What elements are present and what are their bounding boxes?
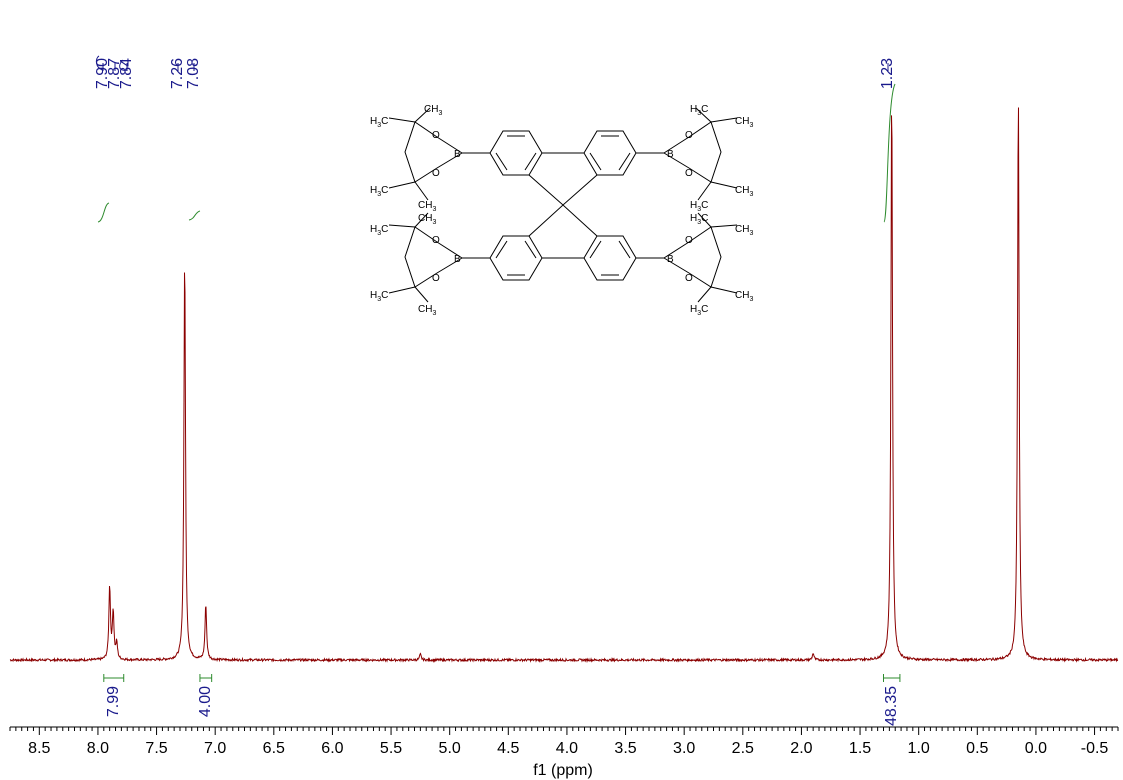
atom-label: B (667, 149, 674, 160)
bond-lines (528, 152, 598, 206)
x-tick-label: 8.5 (28, 740, 50, 757)
integral-marks: 7.99 4.00 48.35 (103, 674, 901, 726)
integral-value: 48.35 (883, 686, 900, 726)
atom-label: H3C (690, 213, 708, 226)
bond-lines (697, 212, 738, 303)
atom-label: O (685, 168, 693, 179)
x-tick-label: 1.5 (849, 740, 871, 757)
bond-lines (462, 152, 664, 259)
x-tick-label: 0.0 (1025, 740, 1047, 757)
atom-label: H3C (370, 224, 388, 237)
x-tick-label: 5.0 (439, 740, 461, 757)
atom-label: B (454, 254, 461, 265)
x-tick-label: 0.5 (966, 740, 988, 757)
bond-lines (404, 226, 463, 288)
molecule-structure (388, 107, 738, 303)
integral-curves (97, 83, 896, 223)
bond-lines (663, 121, 722, 183)
bond-lines (583, 235, 637, 281)
x-tick-label: 6.5 (263, 740, 285, 757)
x-tick-label: 3.0 (673, 740, 695, 757)
peak-label: 1.23 (879, 58, 896, 89)
atom-label: H3C (370, 116, 388, 129)
atom-label: H3C (690, 304, 708, 317)
atom-label: O (432, 273, 440, 284)
x-tick-label: -0.5 (1081, 740, 1109, 757)
bond-lines (589, 135, 631, 171)
atom-label: O (685, 235, 693, 246)
atom-label: O (685, 130, 693, 141)
atom-label: CH3 (735, 185, 753, 198)
bond-lines (695, 107, 738, 201)
bond-lines (495, 135, 537, 171)
atom-label: H3C (370, 185, 388, 198)
peak-label: 7.26 (169, 58, 186, 89)
x-tick-label: 4.5 (497, 740, 519, 757)
x-axis-ticks: 8.5 8.0 7.5 7.0 6.5 6.0 5.5 5.0 4.5 4.0 3.5 3.0 2.5 2… (9, 727, 1119, 757)
x-tick-label: 3.5 (614, 740, 636, 757)
atom-label: CH3 (418, 200, 436, 213)
atom-label: CH3 (735, 290, 753, 303)
atom-label: H3C (370, 290, 388, 303)
atom-label: O (432, 130, 440, 141)
x-tick-label: 2.0 (790, 740, 812, 757)
atom-label: CH3 (424, 104, 442, 117)
atom-label: O (432, 168, 440, 179)
atom-label: CH3 (735, 224, 753, 237)
peak-label: 7.87 (106, 58, 123, 89)
x-tick-label: 8.0 (87, 740, 109, 757)
atom-label: H3C (690, 104, 708, 117)
peak-label: 7.90 (94, 58, 111, 89)
peak-label: 7.08 (185, 58, 202, 89)
integral-value: 7.99 (105, 686, 122, 717)
atom-label: B (667, 254, 674, 265)
integral-curve (188, 210, 201, 221)
atom-label: CH3 (735, 116, 753, 129)
atom-label: O (685, 273, 693, 284)
x-tick-label: 2.5 (732, 740, 754, 757)
integral-curve (97, 202, 110, 223)
integral-value: 4.00 (197, 686, 214, 717)
bond-lines (528, 204, 598, 259)
x-tick-label: 5.5 (380, 740, 402, 757)
atom-label: B (454, 149, 461, 160)
x-tick-label: 4.0 (556, 740, 578, 757)
bond-lines (589, 240, 631, 276)
spectrum-trace (9, 107, 1119, 664)
atom-label: H3C (690, 200, 708, 213)
bond-lines (663, 226, 722, 288)
integral-curve (883, 83, 896, 223)
x-tick-label: 7.0 (204, 740, 226, 757)
x-tick-label: 1.0 (908, 740, 930, 757)
bond-lines (388, 107, 431, 201)
x-tick-label: 6.0 (321, 740, 343, 757)
bond-lines (404, 121, 463, 183)
peak-labels: 7.907.877.84 7.267.08 1.23 (94, 55, 896, 89)
bond-lines (489, 235, 543, 281)
x-tick-label: 7.5 (145, 740, 167, 757)
molecule-labels: CH3H3CH3CCH3OOBH3CCH3CH3H3COOBCH3H3CH3CC… (370, 104, 753, 317)
peak-label-bracket (95, 55, 128, 71)
bond-lines (583, 130, 637, 176)
atom-label: O (432, 235, 440, 246)
atom-label: CH3 (418, 304, 436, 317)
peak-label: 7.84 (118, 58, 135, 89)
x-axis-label: f1 (ppm) (533, 762, 593, 779)
bond-lines (388, 212, 429, 303)
bond-lines (489, 130, 543, 176)
bond-lines (495, 240, 537, 276)
atom-label: CH3 (418, 213, 436, 226)
